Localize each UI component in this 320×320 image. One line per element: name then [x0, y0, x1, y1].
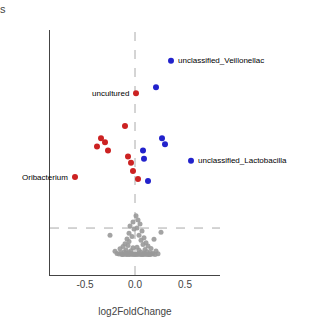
svg-text:0.5: 0.5	[178, 279, 192, 290]
svg-text:unclassified_Lactobacilla: unclassified_Lactobacilla	[198, 156, 287, 165]
svg-text:unclassified_Veillonellac: unclassified_Veillonellac	[178, 56, 264, 65]
svg-text:-0.5: -0.5	[76, 279, 94, 290]
svg-text:0.0: 0.0	[128, 279, 142, 290]
svg-text:uncultured: uncultured	[92, 89, 129, 98]
svg-text:log2FoldChange: log2FoldChange	[98, 306, 172, 317]
svg-text:Oribacterium: Oribacterium	[22, 173, 68, 182]
svg-text:s: s	[0, 3, 6, 15]
